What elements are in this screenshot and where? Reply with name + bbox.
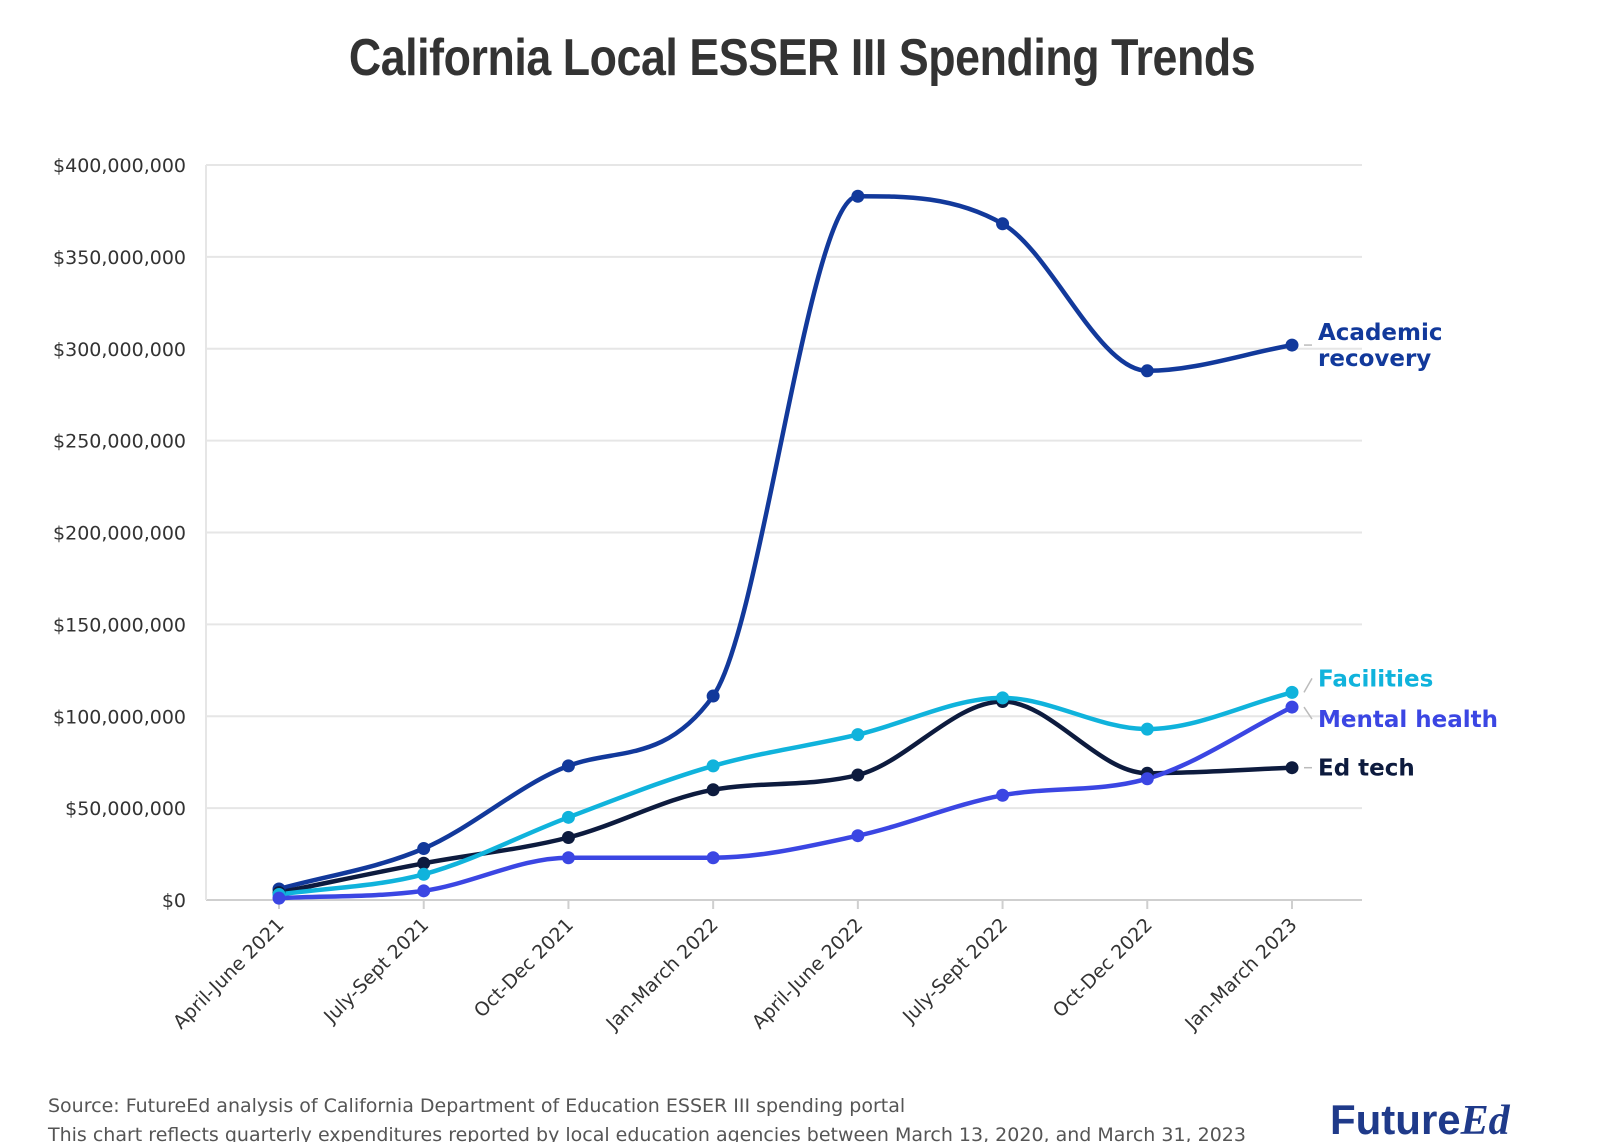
- y-tick-label: $400,000,000: [53, 155, 186, 177]
- data-point-facilities: [1140, 722, 1154, 736]
- y-tick-label: $350,000,000: [53, 247, 186, 269]
- data-point-ed-tech: [1285, 761, 1299, 775]
- series-line-ed-tech: [276, 699, 1295, 895]
- grid-lines: [205, 164, 1362, 901]
- data-point-ed-tech: [706, 783, 720, 797]
- y-tick-label: $150,000,000: [53, 614, 186, 636]
- y-tick-label: $100,000,000: [53, 706, 186, 728]
- data-point-academic-recovery: [996, 217, 1010, 231]
- data-point-mental-health: [851, 829, 865, 843]
- x-tick-label: Oct-Dec 2022: [1049, 914, 1157, 1022]
- data-point-facilities: [851, 728, 865, 742]
- x-tick-label: Oct-Dec 2021: [470, 914, 578, 1022]
- futureed-logo: FutureEd: [1330, 1096, 1510, 1142]
- data-point-academic-recovery: [706, 689, 720, 703]
- axes: $0 $50,000,000 $100,000,000 $150,000,000 $20…: [53, 155, 1302, 1035]
- x-tick-label: July-Sept 2021: [319, 914, 433, 1028]
- x-tick-label: April-June 2022: [748, 914, 868, 1034]
- label-connector-mental-health: [1303, 706, 1313, 720]
- data-point-academic-recovery: [1285, 338, 1299, 352]
- x-tick-label: July-Sept 2022: [898, 914, 1012, 1028]
- y-tick-label: $200,000,000: [53, 523, 186, 545]
- data-point-mental-health: [272, 891, 286, 905]
- data-point-facilities: [706, 759, 720, 773]
- y-tick-label: $250,000,000: [53, 431, 186, 453]
- x-tick-label: Jan-March 2023: [1180, 914, 1301, 1035]
- period-note: This chart reflects quarterly expenditur…: [48, 1124, 1246, 1142]
- data-point-mental-health: [1140, 772, 1154, 786]
- data-point-mental-health: [706, 851, 720, 865]
- data-point-facilities: [1285, 685, 1299, 699]
- logo-part-future: Future: [1330, 1096, 1461, 1142]
- x-tick-label: April-June 2021: [169, 914, 289, 1034]
- y-tick-label: $300,000,000: [53, 339, 186, 361]
- label-connector-facilities: [1303, 677, 1313, 693]
- chart-title: California Local ESSER III Spending Tren…: [348, 29, 1256, 87]
- y-tick-label: $50,000,000: [65, 798, 186, 820]
- series-line-facilities: [276, 690, 1295, 897]
- series-label-facilities: Facilities: [1318, 666, 1433, 692]
- data-point-ed-tech: [851, 768, 865, 782]
- data-point-ed-tech: [417, 856, 431, 870]
- data-point-academic-recovery: [1140, 364, 1154, 378]
- series-label-academic-recovery: recovery: [1318, 346, 1431, 372]
- logo-part-ed: Ed: [1460, 1098, 1510, 1142]
- series-lines: [276, 193, 1295, 901]
- data-point-mental-health: [417, 884, 431, 898]
- data-point-ed-tech: [561, 831, 575, 845]
- data-point-mental-health: [1285, 700, 1299, 714]
- series-label-mental-health: Mental health: [1318, 707, 1498, 733]
- footer: Source: FutureEd analysis of California …: [48, 1092, 1246, 1142]
- series-markers: [272, 189, 1299, 905]
- series-label-ed-tech: Ed tech: [1318, 756, 1415, 782]
- data-point-facilities: [561, 810, 575, 824]
- data-point-facilities: [417, 867, 431, 881]
- data-point-academic-recovery: [561, 759, 575, 773]
- series-label-academic-recovery: Academic: [1318, 320, 1443, 346]
- series-line-mental-health: [276, 704, 1295, 901]
- data-point-mental-health: [561, 851, 575, 865]
- data-point-facilities: [996, 691, 1010, 705]
- series-line-academic-recovery: [276, 193, 1295, 892]
- x-tick-label: Jan-March 2022: [601, 914, 722, 1035]
- data-point-mental-health: [996, 788, 1010, 802]
- source-note: Source: FutureEd analysis of California …: [48, 1095, 906, 1117]
- y-tick-label: $0: [162, 890, 186, 912]
- data-point-academic-recovery: [417, 842, 431, 856]
- data-point-academic-recovery: [851, 189, 865, 203]
